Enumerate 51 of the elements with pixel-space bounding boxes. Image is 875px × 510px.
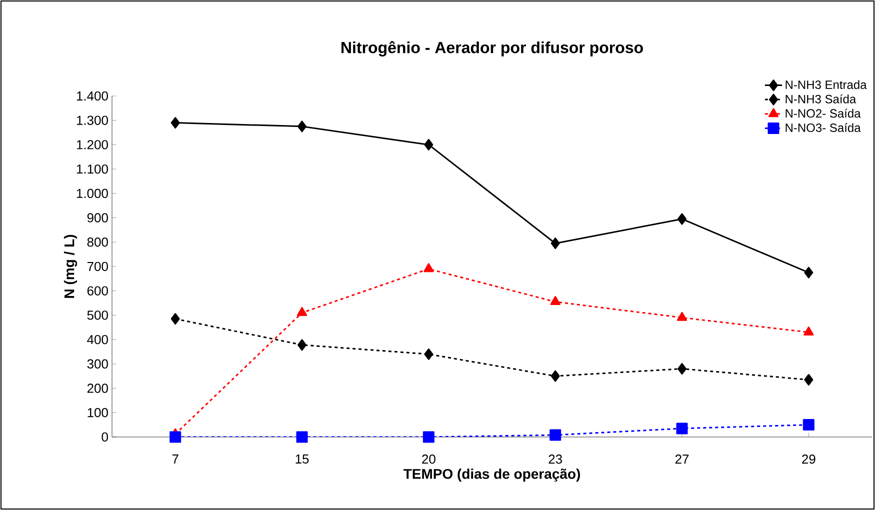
y-axis-title: N (mg / L) <box>64 234 78 298</box>
point <box>550 238 560 250</box>
y-tick-label: 1.400 <box>76 91 108 101</box>
x-axis-title: TEMPO (dias de operação) <box>403 468 580 482</box>
x-tick-label: 29 <box>802 454 816 464</box>
y-tick-label: 600 <box>87 286 108 296</box>
x-tick-label: 7 <box>172 454 178 464</box>
y-tick-label: 700 <box>87 262 108 272</box>
y-tick-label: 500 <box>87 310 108 320</box>
point <box>170 313 180 325</box>
x-tick-label: 23 <box>548 454 562 464</box>
x-tick-label: 20 <box>422 454 436 464</box>
point <box>424 348 434 360</box>
x-tick-label: 27 <box>675 454 689 464</box>
point <box>804 326 814 336</box>
legend-label: N-NO3- Saída <box>786 123 861 132</box>
point <box>804 374 814 386</box>
y-tick-label: 1.200 <box>76 140 108 150</box>
point <box>676 312 688 321</box>
y-tick-label: 200 <box>87 384 108 393</box>
y-tick-label: 100 <box>88 408 108 418</box>
point <box>298 120 307 132</box>
y-tick-label: 400 <box>87 334 108 344</box>
point <box>550 296 560 306</box>
chart-title: Nitrogênio - Aerador por difusor poroso <box>342 41 643 56</box>
x-tick-label: 15 <box>296 454 309 464</box>
y-tick-label: 800 <box>87 238 108 247</box>
point <box>422 431 434 443</box>
point <box>678 213 686 225</box>
point <box>424 263 434 272</box>
point <box>678 363 686 375</box>
y-tick-label: 900 <box>87 213 108 222</box>
point <box>296 307 308 316</box>
point <box>170 117 180 129</box>
legend-label: N-NH3 Entrada <box>786 80 867 89</box>
y-tick-label: 1.300 <box>76 116 108 125</box>
point <box>676 422 688 434</box>
point <box>424 138 434 150</box>
y-tick-label: 0 <box>102 432 108 442</box>
y-tick-label: 1.100 <box>76 164 108 174</box>
point <box>550 429 562 441</box>
legend-label: N-NH3 Saída <box>786 94 856 104</box>
y-tick-label: 300 <box>87 359 108 369</box>
point <box>298 339 307 351</box>
point <box>296 431 308 443</box>
legend-label: N-NO2- Saída <box>786 108 861 118</box>
point <box>802 419 814 431</box>
point <box>170 431 182 443</box>
point <box>550 370 560 382</box>
point <box>804 266 814 278</box>
y-tick-label: 1.000 <box>76 188 108 198</box>
